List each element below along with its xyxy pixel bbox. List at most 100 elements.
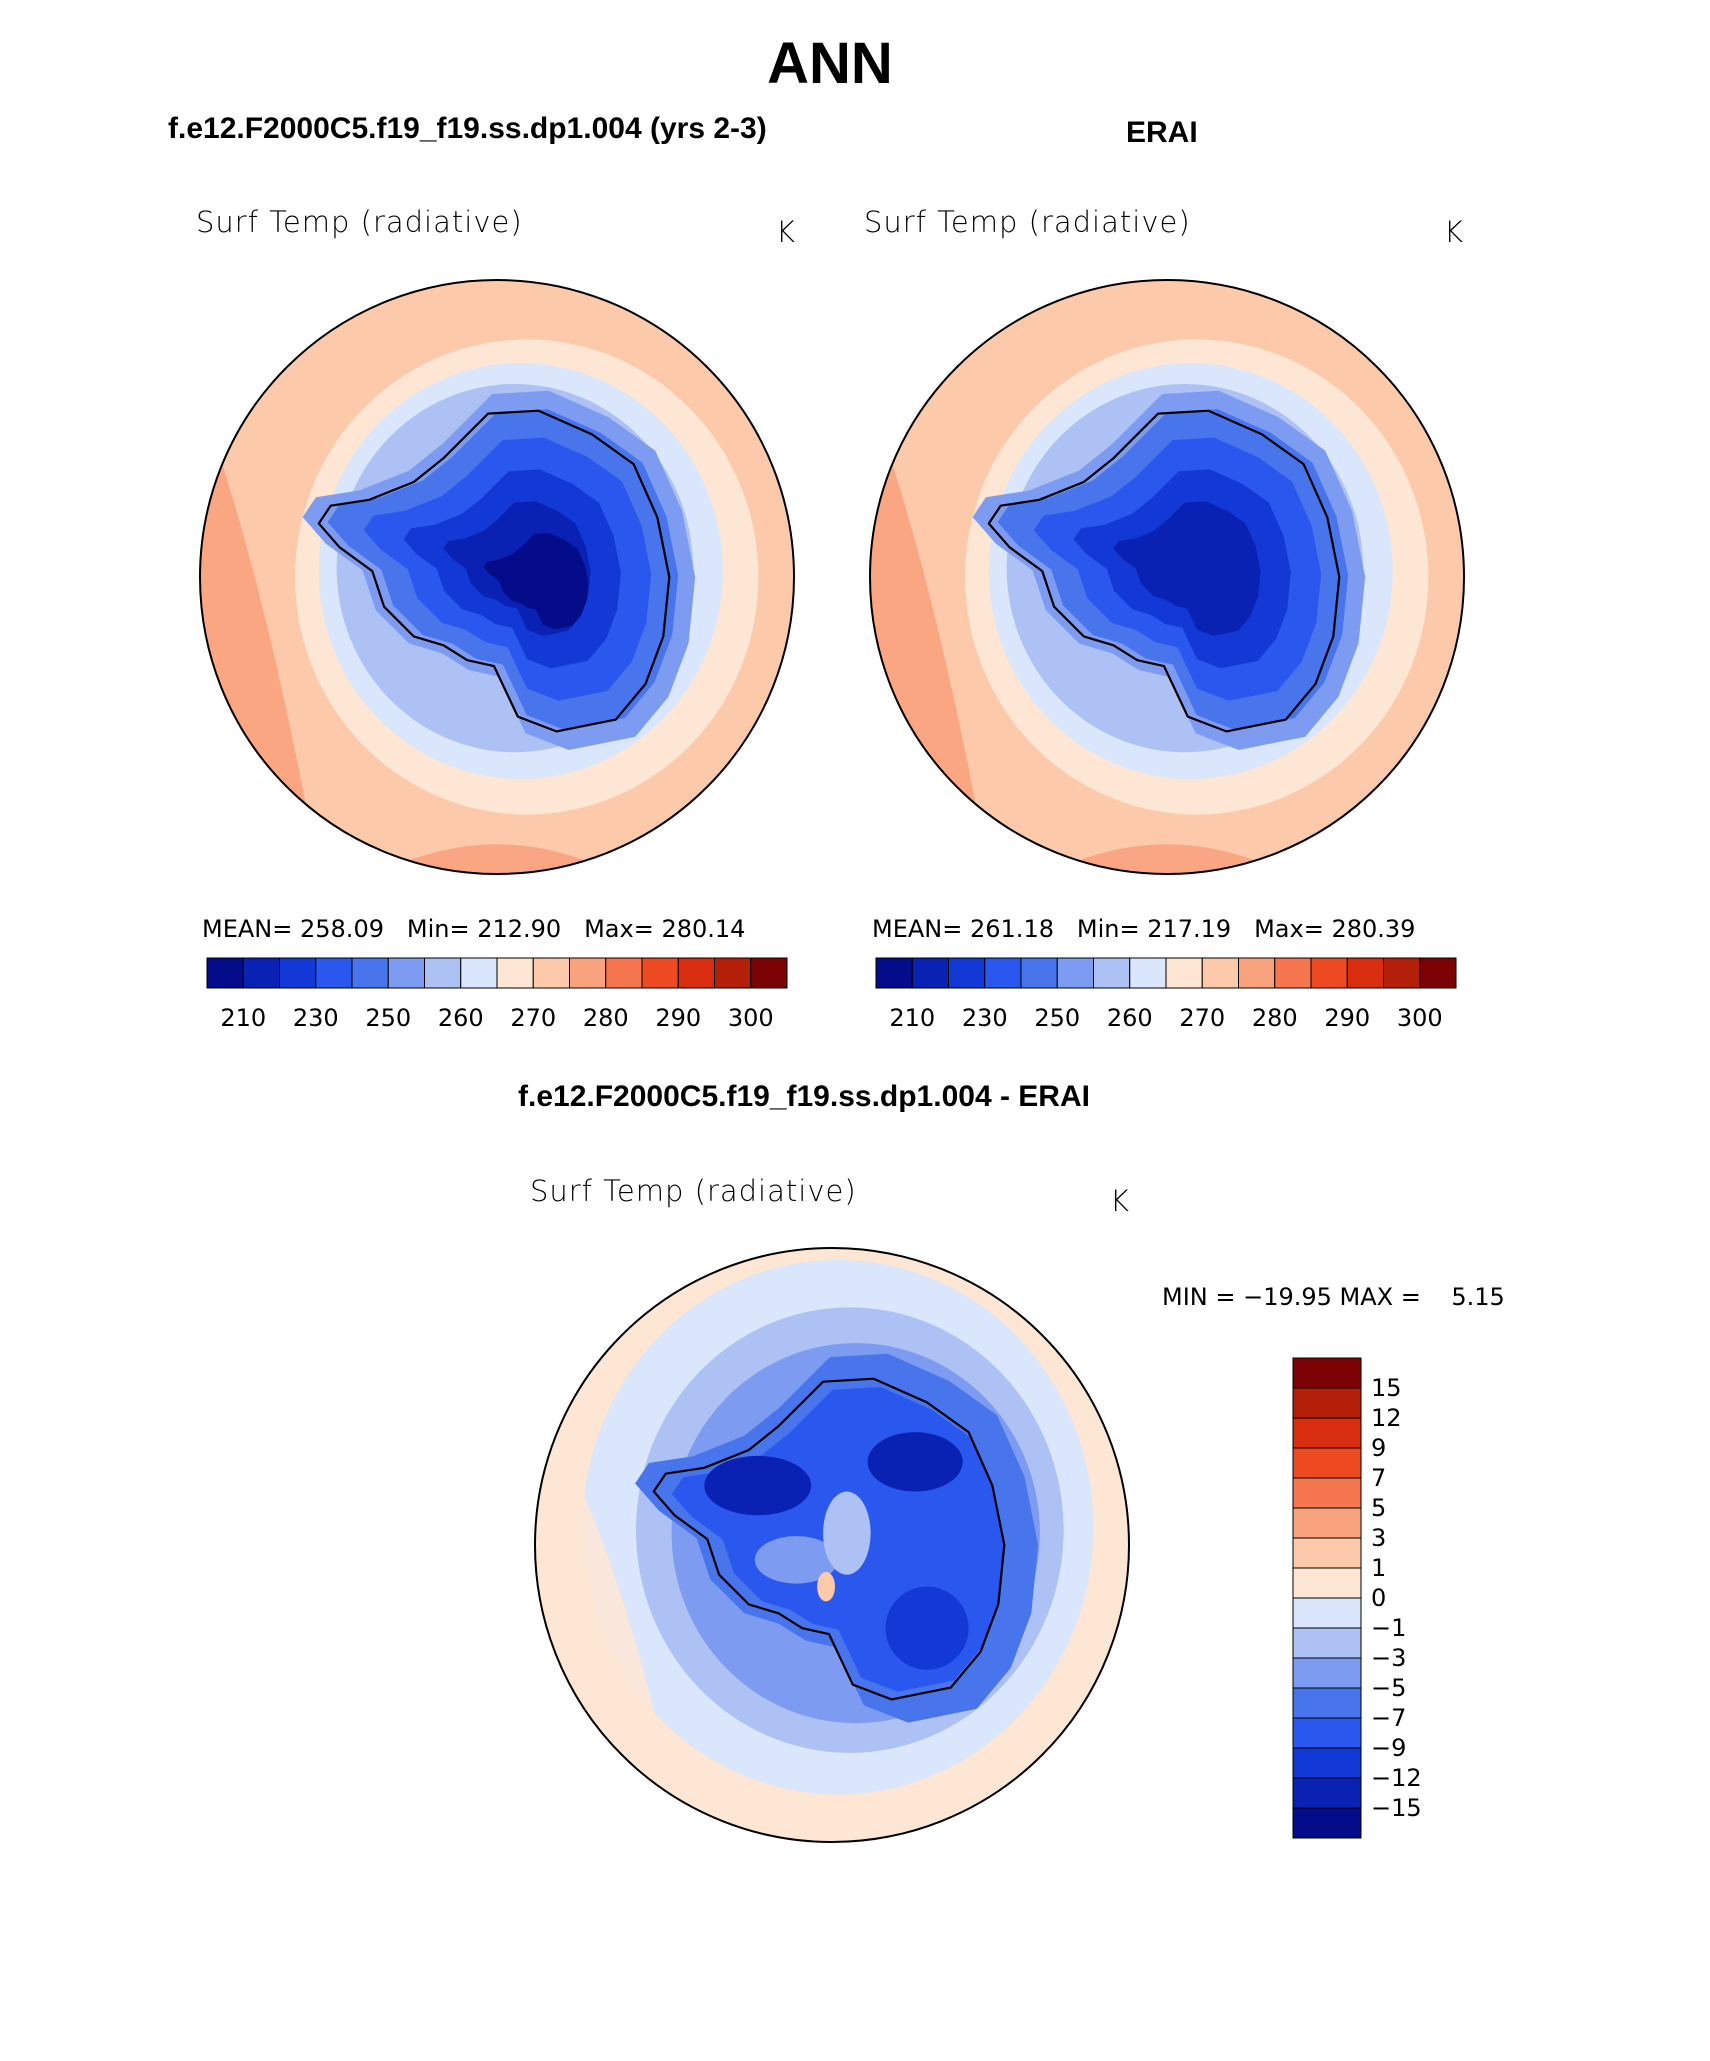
diff-patch-cold-1 bbox=[704, 1455, 812, 1516]
left-map-border bbox=[199, 279, 795, 875]
diff-panel-variable: Surf Temp (radiative) bbox=[530, 1174, 857, 1208]
page-title: ANN bbox=[767, 31, 893, 96]
right-map-border bbox=[869, 279, 1465, 875]
diff-colorbar-swatch-13 bbox=[1292, 1747, 1362, 1779]
right-colorbar-tick-label: 280 bbox=[1252, 1004, 1298, 1032]
diff-panel-units: K bbox=[1110, 1184, 1131, 1218]
diff-colorbar-swatch-6 bbox=[1292, 1537, 1362, 1569]
left-panel-units: K bbox=[776, 215, 797, 249]
diff-colorbar-tick-label: 1 bbox=[1371, 1554, 1386, 1582]
antarctica-coastline bbox=[652, 1377, 1006, 1701]
diff-colorbar-tick-label: −9 bbox=[1371, 1734, 1406, 1762]
diff-colorbar-swatch-10 bbox=[1292, 1657, 1362, 1689]
right-colorbar-swatch-6 bbox=[1093, 957, 1131, 989]
diff-colorbar-swatch-1 bbox=[1292, 1387, 1362, 1419]
diff-colorbar-swatch-15 bbox=[1292, 1807, 1362, 1839]
left-map bbox=[200, 280, 794, 874]
diff-colorbar-tick-label: −5 bbox=[1371, 1674, 1406, 1702]
temperature-contour-4 bbox=[1113, 501, 1261, 636]
left-min-label: Min= bbox=[406, 915, 470, 943]
left-colorbar-tick-label: 260 bbox=[438, 1004, 484, 1032]
coldest-contour bbox=[483, 533, 589, 630]
diff-colorbar-tick-label: 3 bbox=[1371, 1524, 1386, 1552]
diff-colorbar-swatch-14 bbox=[1292, 1777, 1362, 1809]
left-colorbar-tick-label: 280 bbox=[583, 1004, 629, 1032]
diff-colorbar-swatch-11 bbox=[1292, 1687, 1362, 1719]
right-colorbar-tick-label: 270 bbox=[1179, 1004, 1225, 1032]
right-colorbar-tick-label: 210 bbox=[889, 1004, 935, 1032]
right-panel-variable: Surf Temp (radiative) bbox=[864, 205, 1191, 239]
warm-ocean-south bbox=[378, 844, 616, 874]
right-colorbar-swatch-12 bbox=[1310, 957, 1348, 989]
right-colorbar-swatch-3 bbox=[984, 957, 1022, 989]
left-max-label: Max= bbox=[584, 915, 654, 943]
left-colorbar-swatch-15 bbox=[750, 957, 788, 989]
diff-colorbar-swatch-4 bbox=[1292, 1477, 1362, 1509]
right-colorbar-swatch-5 bbox=[1056, 957, 1094, 989]
right-panel-units: K bbox=[1444, 215, 1465, 249]
left-colorbar-swatch-9 bbox=[532, 957, 570, 989]
left-colorbar-tick-label: 290 bbox=[655, 1004, 701, 1032]
diff-colorbar-swatch-2 bbox=[1292, 1417, 1362, 1449]
left-colorbar-swatch-10 bbox=[569, 957, 607, 989]
right-colorbar: 210 230 250 260 270 280 290 300 bbox=[875, 957, 1457, 1032]
right-min-label: Min= bbox=[1076, 915, 1140, 943]
left-colorbar-swatch-13 bbox=[677, 957, 715, 989]
warm-ocean-south bbox=[1048, 844, 1286, 874]
left-stats: MEAN= 258.09 Min= 212.90 Max= 280.14 bbox=[202, 915, 745, 943]
right-colorbar-swatch-14 bbox=[1383, 957, 1421, 989]
right-colorbar-swatch-13 bbox=[1346, 957, 1384, 989]
right-colorbar-swatch-1 bbox=[911, 957, 949, 989]
left-mean-label: MEAN= bbox=[202, 915, 293, 943]
left-colorbar-swatch-7 bbox=[460, 957, 498, 989]
right-max-value: 280.39 bbox=[1331, 915, 1416, 943]
diff-coastline bbox=[652, 1377, 1006, 1701]
right-coastline bbox=[987, 409, 1341, 733]
left-colorbar-swatch-8 bbox=[496, 957, 534, 989]
diff-colorbar-tick-label: 12 bbox=[1371, 1404, 1402, 1432]
right-min-value: 217.19 bbox=[1147, 915, 1232, 943]
diff-colorbar-tick-label: −7 bbox=[1371, 1704, 1406, 1732]
right-case-title: ERAI bbox=[1126, 116, 1198, 149]
diff-colorbar-tick-label: 7 bbox=[1371, 1464, 1386, 1492]
left-case-title: f.e12.F2000C5.f19_f19.ss.dp1.004 (yrs 2-… bbox=[168, 112, 767, 145]
right-colorbar-swatch-4 bbox=[1020, 957, 1058, 989]
right-colorbar-tick-label: 250 bbox=[1034, 1004, 1080, 1032]
right-max-label: Max= bbox=[1254, 915, 1324, 943]
left-colorbar-tick-label: 250 bbox=[365, 1004, 411, 1032]
diff-colorbar-tick-label: −15 bbox=[1371, 1794, 1422, 1822]
diff-colorbar-swatch-12 bbox=[1292, 1717, 1362, 1749]
diff-colorbar-swatch-3 bbox=[1292, 1447, 1362, 1479]
right-mean-label: MEAN= bbox=[872, 915, 963, 943]
left-max-value: 280.14 bbox=[661, 915, 746, 943]
diff-colorbar-tick-label: 9 bbox=[1371, 1434, 1386, 1462]
diff-map bbox=[535, 1248, 1129, 1842]
right-stats: MEAN= 261.18 Min= 217.19 Max= 280.39 bbox=[872, 915, 1415, 943]
left-colorbar-swatch-0 bbox=[206, 957, 244, 989]
left-colorbar-tick-label: 210 bbox=[220, 1004, 266, 1032]
diff-colorbar-tick-label: −12 bbox=[1371, 1764, 1422, 1792]
right-colorbar-tick-label: 230 bbox=[962, 1004, 1008, 1032]
right-colorbar-swatch-7 bbox=[1129, 957, 1167, 989]
left-colorbar-swatch-6 bbox=[424, 957, 462, 989]
right-map bbox=[870, 280, 1464, 874]
diff-patch-warm-1 bbox=[754, 1536, 838, 1584]
diff-stats: MIN = −19.95 MAX = 5.15 bbox=[1162, 1283, 1505, 1311]
right-colorbar-swatch-2 bbox=[948, 957, 986, 989]
diff-colorbar-tick-label: −1 bbox=[1371, 1614, 1406, 1642]
right-colorbar-swatch-8 bbox=[1165, 957, 1203, 989]
right-colorbar-tick-label: 290 bbox=[1324, 1004, 1370, 1032]
right-colorbar-swatch-0 bbox=[875, 957, 913, 989]
diff-colorbar-swatch-5 bbox=[1292, 1507, 1362, 1539]
diff-patch-cold-2 bbox=[867, 1432, 963, 1492]
right-colorbar-swatch-9 bbox=[1201, 957, 1239, 989]
diff-map-border bbox=[534, 1247, 1130, 1843]
diff-patch-warm-2 bbox=[823, 1491, 871, 1575]
diff-colorbar-tick-label: 0 bbox=[1371, 1584, 1386, 1612]
diff-colorbar-tick-label: 15 bbox=[1371, 1374, 1402, 1402]
left-colorbar-swatch-11 bbox=[605, 957, 643, 989]
antarctica-coastline bbox=[987, 409, 1341, 733]
left-min-value: 212.90 bbox=[477, 915, 562, 943]
